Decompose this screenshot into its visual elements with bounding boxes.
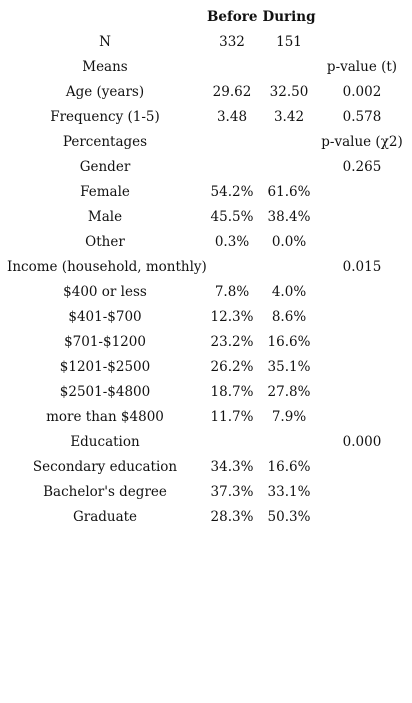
table-row: $1201-$2500 26.2% 35.1% [0, 355, 412, 380]
row-before-value: 26.2% [210, 359, 254, 375]
table-row: Education 0.000 [0, 430, 412, 455]
row-before-value: 29.62 [212, 84, 252, 100]
row-before-value: 45.5% [210, 209, 254, 225]
table-row: Other 0.3% 0.0% [0, 230, 412, 255]
row-before-value: 7.8% [214, 284, 250, 300]
row-during-value: 4.0% [271, 284, 307, 300]
row-p-value: 0.265 [342, 159, 382, 175]
table-row: N 332 151 [0, 30, 412, 55]
table-row: Percentages p-value (χ2) [0, 130, 412, 155]
row-label: Means [82, 59, 128, 75]
row-before-value: 0.3% [214, 234, 250, 250]
row-during-value: 16.6% [267, 459, 311, 475]
row-label: Gender [79, 159, 131, 175]
statistics-table: Before During N 332 151 Means p-value (t… [0, 5, 412, 530]
row-before-value: 37.3% [210, 484, 254, 500]
row-label: Other [85, 234, 125, 250]
header-before-cell: Before [207, 9, 258, 25]
row-label: N [99, 34, 111, 50]
row-during-value: 27.8% [267, 384, 311, 400]
table-row: Male 45.5% 38.4% [0, 205, 412, 230]
row-label: Education [70, 434, 140, 450]
row-label: $401-$700 [68, 309, 142, 325]
row-label: more than $4800 [46, 409, 164, 425]
row-during-value: 3.42 [273, 109, 305, 125]
table-row: Secondary education 34.3% 16.6% [0, 455, 412, 480]
row-before-value: 332 [219, 34, 245, 50]
row-during-value: 7.9% [271, 409, 307, 425]
row-during-value: 8.6% [271, 309, 307, 325]
table-row: Bachelor's degree 37.3% 33.1% [0, 480, 412, 505]
row-during-value: 16.6% [267, 334, 311, 350]
row-before-value: 28.3% [210, 509, 254, 525]
row-label: Income (household, monthly) [7, 259, 207, 275]
table-row: $401-$700 12.3% 8.6% [0, 305, 412, 330]
row-label: Age (years) [65, 84, 145, 100]
row-during-value: 151 [276, 34, 302, 50]
row-before-value: 11.7% [210, 409, 254, 425]
row-before-value: 34.3% [210, 459, 254, 475]
row-before-value: 54.2% [210, 184, 254, 200]
row-during-value: 61.6% [267, 184, 311, 200]
row-before-value: 3.48 [216, 109, 248, 125]
table-row: Graduate 28.3% 50.3% [0, 505, 412, 530]
table-row: more than $4800 11.7% 7.9% [0, 405, 412, 430]
row-label: Bachelor's degree [43, 484, 167, 500]
row-during-value: 38.4% [267, 209, 311, 225]
row-p-value: 0.015 [342, 259, 382, 275]
row-label: Frequency (1-5) [50, 109, 160, 125]
row-label: Graduate [72, 509, 138, 525]
row-label: Percentages [62, 134, 148, 150]
row-during-value: 32.50 [269, 84, 309, 100]
row-during-value: 33.1% [267, 484, 311, 500]
row-before-value: 23.2% [210, 334, 254, 350]
header-during-cell: During [262, 9, 316, 25]
table-row: Female 54.2% 61.6% [0, 180, 412, 205]
row-p-value: 0.578 [342, 109, 382, 125]
row-during-value: 50.3% [267, 509, 311, 525]
row-label: $2501-$4800 [59, 384, 151, 400]
row-before-value: 12.3% [210, 309, 254, 325]
table-row: Gender 0.265 [0, 155, 412, 180]
row-label: $400 or less [63, 284, 147, 300]
row-p-value: p-value (χ2) [321, 134, 403, 150]
row-label: Male [87, 209, 123, 225]
row-p-value: 0.000 [342, 434, 382, 450]
row-label: $701-$1200 [64, 334, 146, 350]
row-label: Female [80, 184, 130, 200]
row-label: $1201-$2500 [59, 359, 151, 375]
table-row: Frequency (1-5) 3.48 3.42 0.578 [0, 105, 412, 130]
row-during-value: 35.1% [267, 359, 311, 375]
row-p-value: p-value (t) [326, 59, 398, 75]
table-row: $400 or less 7.8% 4.0% [0, 280, 412, 305]
table-header-row: Before During [0, 5, 412, 30]
row-during-value: 0.0% [271, 234, 307, 250]
row-p-value: 0.002 [342, 84, 382, 100]
table-row: Means p-value (t) [0, 55, 412, 80]
row-before-value: 18.7% [210, 384, 254, 400]
table-row: $2501-$4800 18.7% 27.8% [0, 380, 412, 405]
table-row: $701-$1200 23.2% 16.6% [0, 330, 412, 355]
row-label: Secondary education [32, 459, 178, 475]
table-row: Income (household, monthly) 0.015 [0, 255, 412, 280]
table-row: Age (years) 29.62 32.50 0.002 [0, 80, 412, 105]
